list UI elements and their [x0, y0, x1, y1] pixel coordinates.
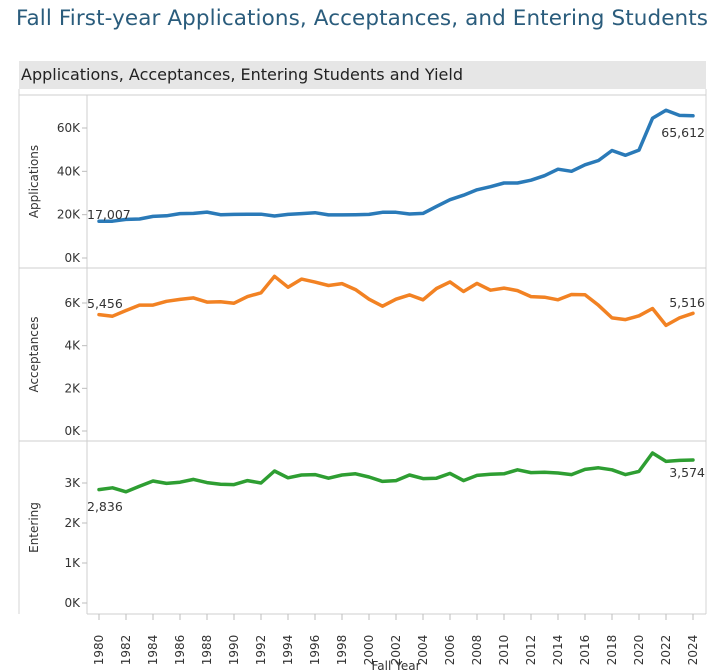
y-tick-label: 0K — [64, 424, 81, 438]
y-tick-label: 6K — [64, 296, 81, 310]
x-tick-label: 1992 — [254, 635, 268, 666]
y-tick-label: 20K — [57, 208, 81, 222]
y-tick-label: 2K — [64, 516, 81, 530]
x-tick-label: 2016 — [578, 635, 592, 666]
x-tick-label: 1998 — [335, 635, 349, 666]
series-line-entering — [97, 451, 695, 494]
series-line-acceptances — [97, 274, 695, 328]
x-tick-label: 2012 — [524, 635, 538, 666]
x-axis-title: Fall Year — [371, 659, 420, 672]
data-label-first: 2,836 — [87, 499, 123, 514]
x-tick-label: 1984 — [146, 635, 160, 666]
data-label-first: 17,007 — [87, 207, 131, 222]
x-tick-label: 2008 — [470, 635, 484, 666]
y-axis-title-acceptances: Acceptances — [27, 316, 41, 392]
x-tick-label: 2006 — [443, 635, 457, 666]
x-tick-label: 1996 — [308, 635, 322, 666]
x-tick-label: 2024 — [686, 635, 700, 666]
panel-acceptances: Acceptances 0K 2K 4K 6K 5,456 5,516 — [19, 267, 706, 441]
data-label-last: 3,574 — [669, 465, 705, 480]
section-title: Applications, Acceptances, Entering Stud… — [21, 65, 463, 84]
y-tick-label: 3K — [64, 476, 81, 490]
data-label-first: 5,456 — [87, 296, 123, 311]
x-tick-label: 2014 — [551, 635, 565, 666]
x-tick-label: 1994 — [281, 635, 295, 666]
x-tick-label: 1988 — [200, 635, 214, 666]
x-tick-label: 2018 — [605, 635, 619, 666]
x-tick-label: 2022 — [659, 635, 673, 666]
x-tick-label: 2020 — [632, 635, 646, 666]
x-tick-label: 1986 — [173, 635, 187, 666]
panel-entering: Entering 0K 1K 2K 3K 2,836 3,574 — [19, 440, 706, 614]
x-tick-label: 2000 — [362, 635, 376, 666]
x-tick-label: 2010 — [497, 635, 511, 666]
panel-applications: Applications 0K 20K 40K 60K 17,007 65,612 — [19, 94, 706, 268]
section-header-bar — [19, 61, 706, 89]
x-tick-label: 2002 — [389, 635, 403, 666]
y-tick-label: 4K — [64, 339, 81, 353]
x-tick-label: 2004 — [416, 635, 430, 666]
x-tick-label: 1980 — [92, 635, 106, 666]
y-tick-label: 0K — [64, 596, 81, 610]
y-axis-title-entering: Entering — [27, 502, 41, 553]
y-tick-label: 40K — [57, 164, 81, 178]
data-label-last: 5,516 — [669, 295, 705, 310]
x-tick-label: 1990 — [227, 635, 241, 666]
x-axis-ticks: 1980 1982 1984 1986 1988 1990 1992 1994 1996 1998… — [92, 614, 700, 665]
y-axis-title-applications: Applications — [27, 145, 41, 218]
y-tick-label: 1K — [64, 556, 81, 570]
y-tick-label: 2K — [64, 381, 81, 395]
series-line-applications — [97, 108, 695, 223]
page-title: Fall First-year Applications, Acceptance… — [16, 6, 709, 31]
y-tick-label: 0K — [64, 251, 81, 265]
data-label-last: 65,612 — [661, 125, 705, 140]
y-tick-label: 60K — [57, 121, 81, 135]
x-tick-label: 1982 — [119, 635, 133, 666]
